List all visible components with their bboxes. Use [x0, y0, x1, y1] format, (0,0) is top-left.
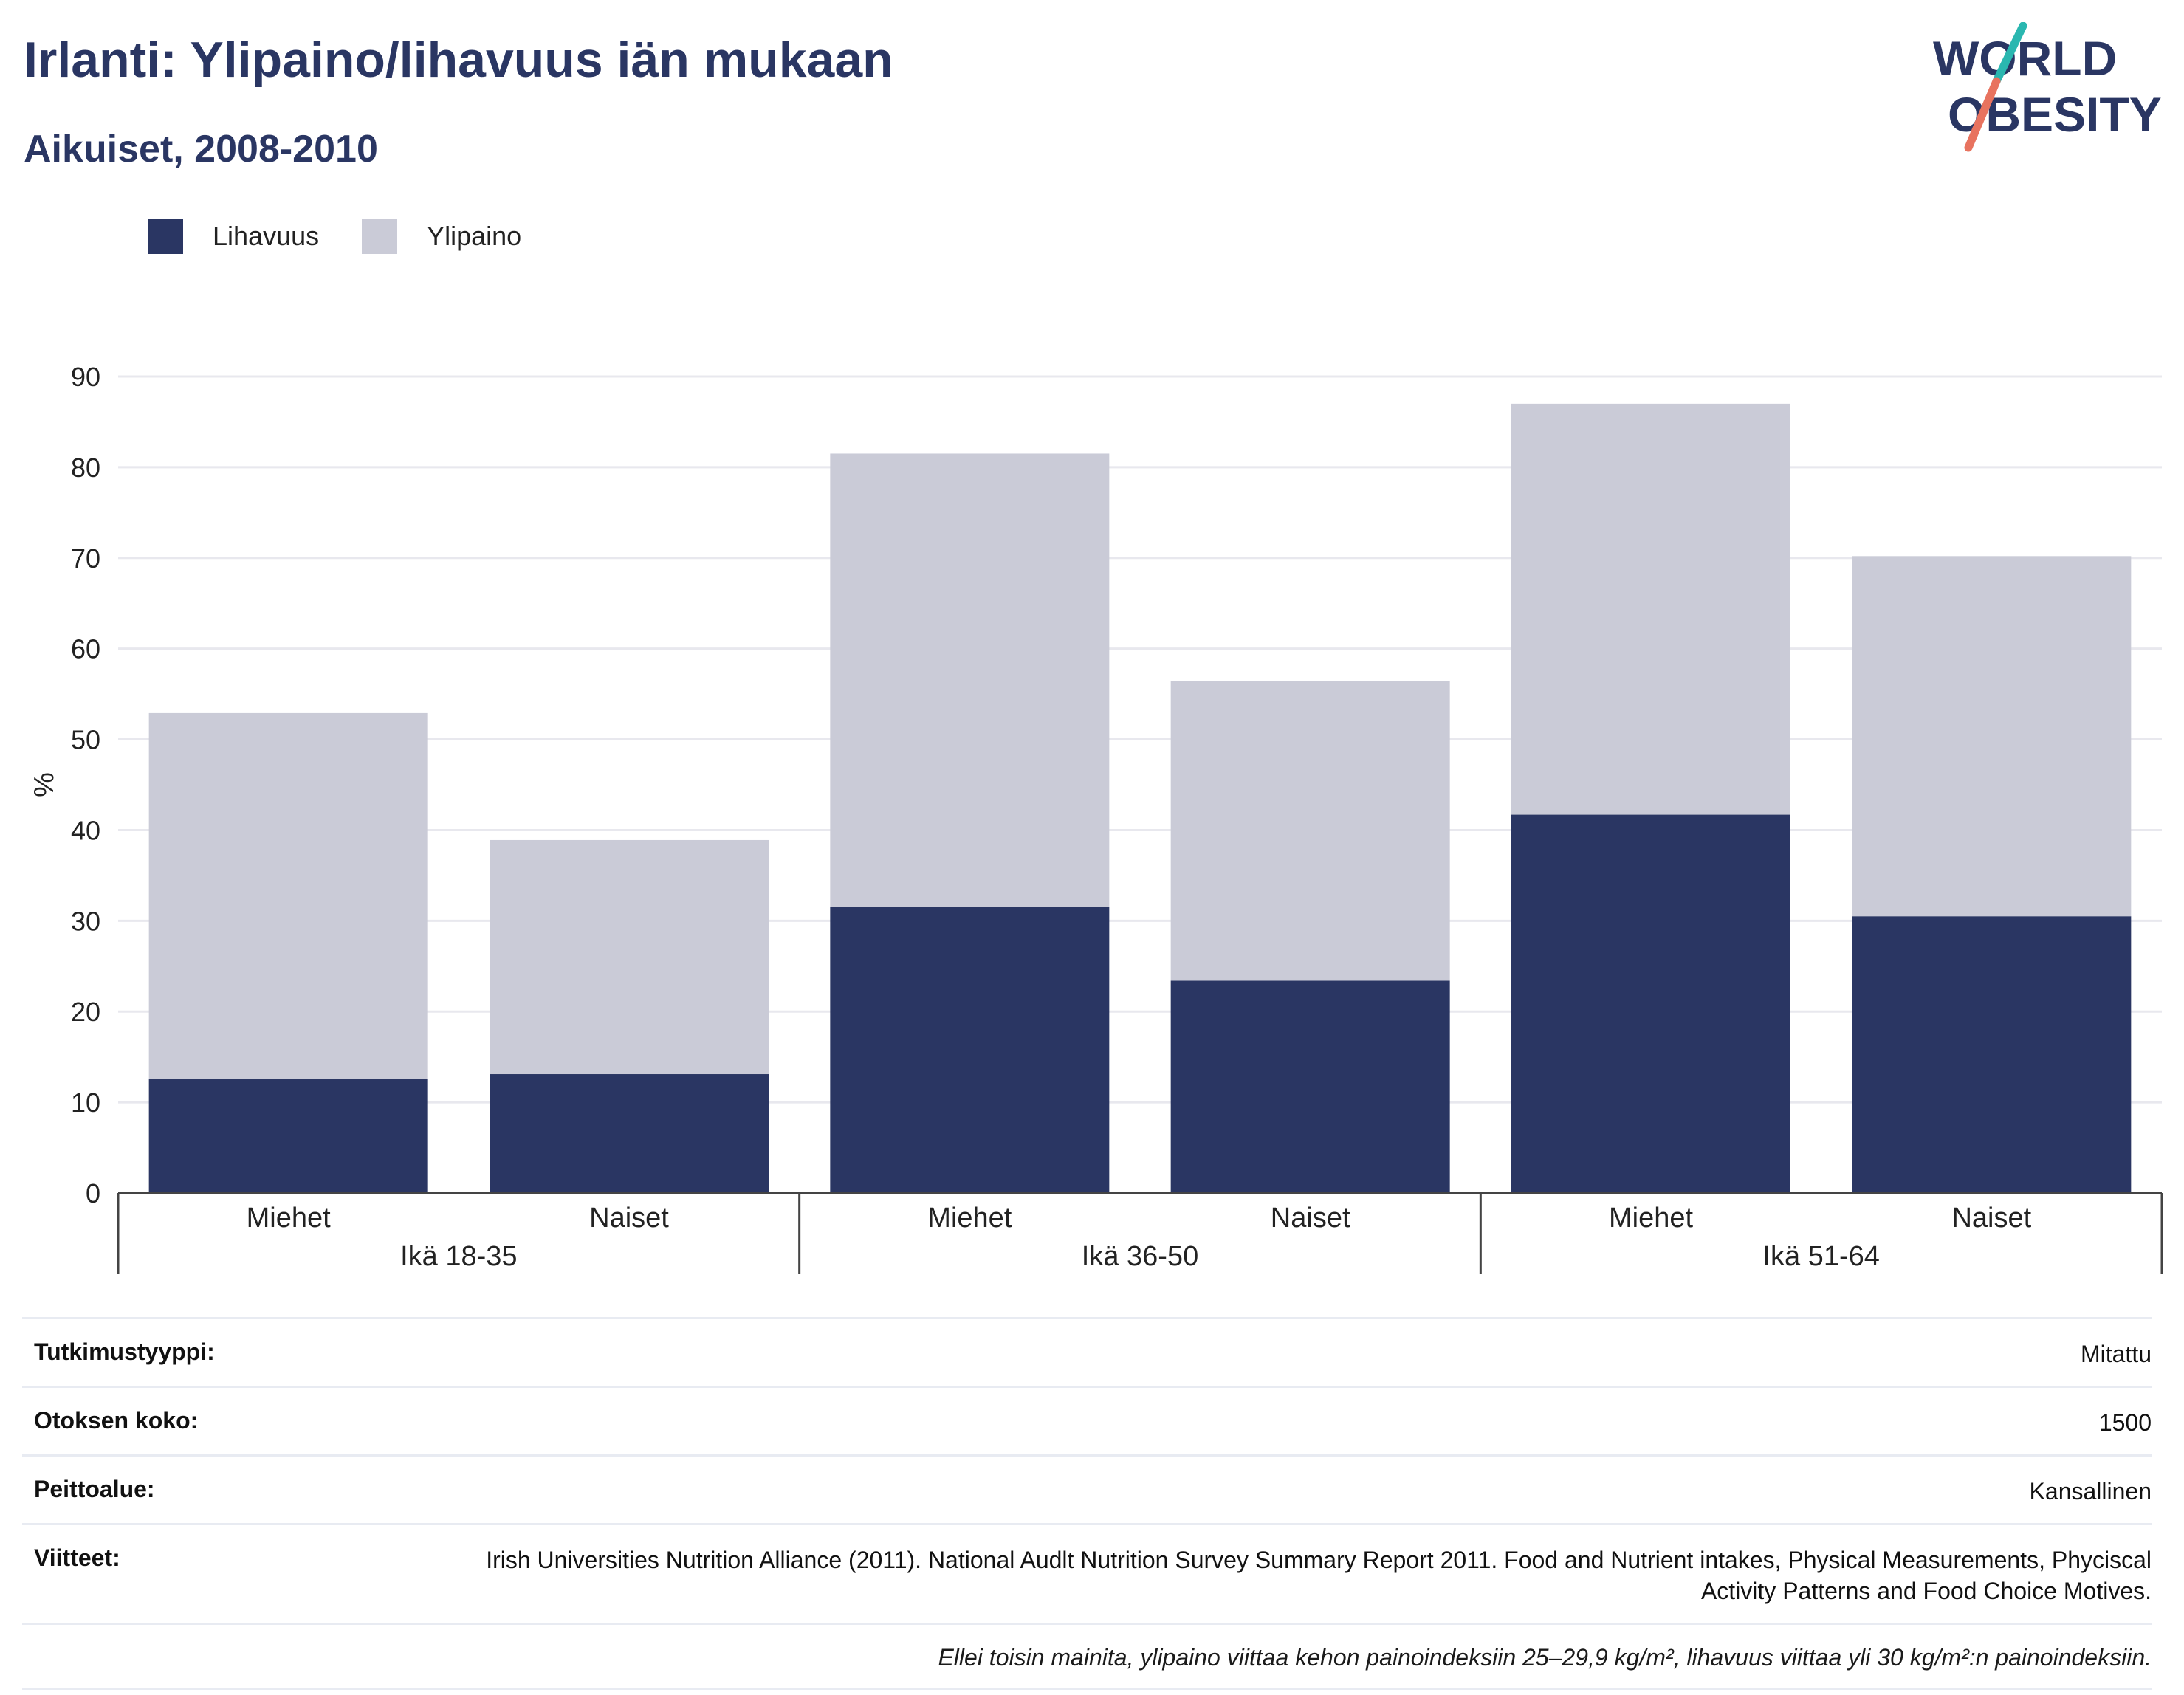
- logo-slash-teal: [1992, 22, 2027, 86]
- x-category-label: Naiset: [1951, 1203, 2031, 1234]
- bar-lihavuus: [490, 1074, 769, 1193]
- y-tick-label: 60: [71, 634, 100, 664]
- x-group-label: Ikä 36-50: [1082, 1241, 1198, 1272]
- bar-ylipaino: [830, 453, 1110, 907]
- legend-item-ylipaino[interactable]: Ylipaino: [362, 219, 521, 254]
- y-tick-label: 90: [71, 362, 100, 392]
- bar-lihavuus: [1511, 814, 1790, 1193]
- bar-ylipaino: [148, 712, 428, 1079]
- y-tick-label: 30: [71, 906, 100, 936]
- x-category-label: Miehet: [927, 1203, 1012, 1234]
- meta-value: Mitattu: [2080, 1341, 2152, 1367]
- meta-value: Irish Universities Nutrition Alliance (2…: [486, 1547, 2152, 1604]
- y-tick-label: 20: [71, 997, 100, 1027]
- legend-swatch-ylipaino: [362, 219, 398, 254]
- meta-key: Peittoalue:: [34, 1476, 155, 1502]
- bar-lihavuus: [830, 907, 1110, 1193]
- meta-key: Viitteet:: [34, 1544, 120, 1571]
- x-group-label: Ikä 18-35: [400, 1241, 517, 1272]
- x-group-label: Ikä 51-64: [1762, 1241, 1879, 1272]
- meta-key: Tutkimustyyppi:: [34, 1338, 215, 1365]
- definition-note: Ellei toisin mainita, ylipaino viittaa k…: [22, 1623, 2152, 1690]
- legend-item-lihavuus[interactable]: Lihavuus: [148, 219, 319, 254]
- y-tick-label: 40: [71, 815, 100, 845]
- chart-title: Irlanti: Ylipaino/lihavuus iän mukaan: [24, 32, 893, 88]
- stacked-bar-chart: 0 10 20 30 40 50 60 70 80 90% Miehet Naiset Miehet Na…: [29, 362, 2163, 1274]
- meta-row-coverage: Peittoalue: Kansallinen: [22, 1454, 2152, 1523]
- meta-row-references: Viitteet: Irish Universities Nutrition A…: [22, 1523, 2152, 1623]
- x-category-label: Miehet: [1609, 1203, 1693, 1234]
- y-tick-label: 10: [71, 1087, 100, 1118]
- x-category-label: Naiset: [589, 1203, 669, 1234]
- bar-ylipaino: [1170, 681, 1450, 981]
- legend-swatch-lihavuus: [148, 219, 183, 254]
- meta-key: Otoksen koko:: [34, 1407, 199, 1434]
- bar-lihavuus: [148, 1079, 428, 1193]
- meta-row-sample-size: Otoksen koko: 1500: [22, 1386, 2152, 1454]
- meta-value: 1500: [2098, 1409, 2152, 1436]
- logo-line1: WORLD: [1933, 31, 2117, 86]
- legend-label-lihavuus: Lihavuus: [213, 221, 320, 251]
- meta-value: Kansallinen: [2029, 1478, 2152, 1505]
- bar-ylipaino: [1852, 556, 2132, 917]
- y-tick-label: 0: [86, 1178, 100, 1208]
- study-info-table: Tutkimustyyppi: Mitattu Otoksen koko: 15…: [22, 1317, 2152, 1690]
- meta-row-study-type: Tutkimustyyppi: Mitattu: [22, 1317, 2152, 1386]
- x-category-label: Naiset: [1271, 1203, 1350, 1234]
- chart-subtitle: Aikuiset, 2008-2010: [24, 128, 378, 171]
- bar-lihavuus: [1852, 916, 2132, 1193]
- y-axis-label: %: [29, 772, 60, 797]
- bar-ylipaino: [490, 839, 769, 1075]
- world-obesity-logo: WORLD OBESITY: [1933, 22, 2162, 152]
- y-tick-label: 50: [71, 725, 100, 755]
- x-category-label: Miehet: [247, 1203, 331, 1234]
- bar-ylipaino: [1511, 403, 1790, 815]
- chart-legend: Lihavuus Ylipaino: [148, 219, 564, 254]
- y-tick-label: 80: [71, 453, 100, 483]
- logo-slash-coral: [1964, 77, 2001, 152]
- bar-lihavuus: [1170, 980, 1450, 1193]
- legend-label-ylipaino: Ylipaino: [427, 221, 522, 251]
- y-tick-label: 70: [71, 543, 100, 574]
